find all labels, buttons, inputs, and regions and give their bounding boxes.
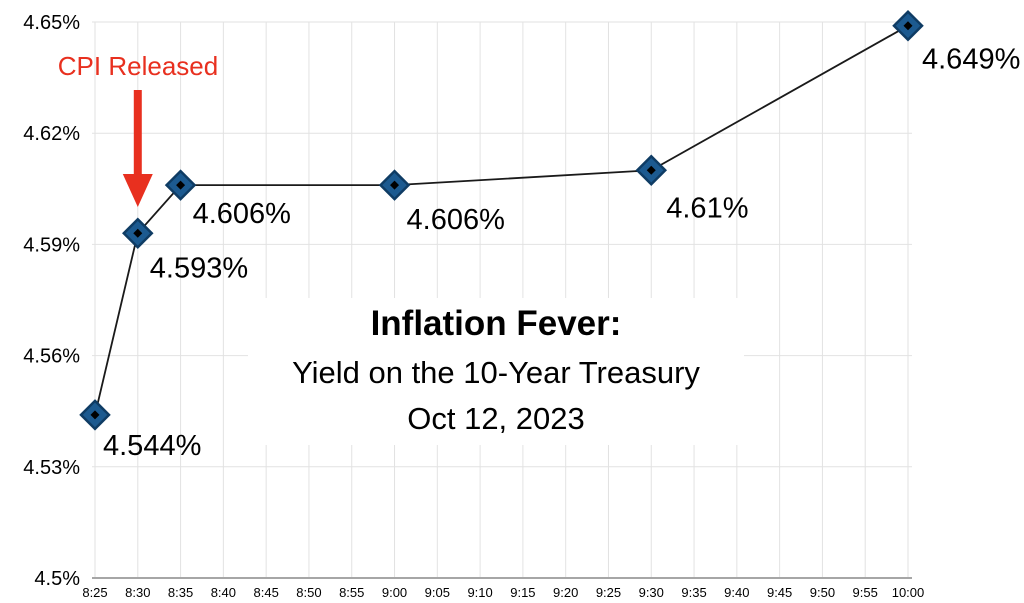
x-tick-label: 8:25 <box>82 585 107 600</box>
point-value-label: 4.649% <box>922 44 1020 76</box>
point-value-label: 4.544% <box>103 430 201 462</box>
x-tick-label: 9:15 <box>510 585 535 600</box>
point-value-label: 4.593% <box>150 252 248 284</box>
chart-date: Oct 12, 2023 <box>407 401 585 436</box>
data-point-marker-center <box>646 165 656 175</box>
cpi-arrow-shaft <box>133 90 142 176</box>
point-value-label: 4.606% <box>193 198 291 230</box>
data-point-marker-center <box>903 21 913 31</box>
chart-title: Inflation Fever: <box>370 304 622 343</box>
data-point-marker-center <box>133 228 143 238</box>
point-value-label: 4.61% <box>666 192 748 224</box>
x-tick-label: 8:45 <box>254 585 279 600</box>
x-tick-label: 10:00 <box>892 585 925 600</box>
data-point-marker-center <box>390 180 400 190</box>
x-tick-label: 9:20 <box>553 585 578 600</box>
x-tick-label: 8:55 <box>339 585 364 600</box>
x-tick-label: 8:40 <box>211 585 236 600</box>
x-tick-label: 9:40 <box>724 585 749 600</box>
y-tick-label: 4.62% <box>23 123 80 145</box>
x-tick-label: 9:10 <box>467 585 492 600</box>
x-tick-label: 9:35 <box>681 585 706 600</box>
x-tick-label: 9:30 <box>639 585 664 600</box>
y-tick-label: 4.5% <box>34 568 80 590</box>
x-tick-label: 9:00 <box>382 585 407 600</box>
point-value-label: 4.606% <box>407 204 505 236</box>
x-tick-label: 9:05 <box>425 585 450 600</box>
y-tick-label: 4.59% <box>23 234 80 256</box>
cpi-released-annotation: CPI Released <box>57 51 219 81</box>
y-tick-label: 4.65% <box>23 12 80 34</box>
y-tick-label: 4.56% <box>23 346 80 368</box>
series-line <box>94 24 909 416</box>
x-tick-label: 9:50 <box>810 585 835 600</box>
chart-subtitle: Yield on the 10-Year Treasury <box>292 355 700 390</box>
data-point-marker-center <box>176 180 186 190</box>
x-tick-label: 8:35 <box>168 585 193 600</box>
x-tick-label: 9:45 <box>767 585 792 600</box>
data-point-marker-center <box>90 410 100 420</box>
y-tick-label: 4.53% <box>23 457 80 479</box>
cpi-arrow-head <box>122 174 153 207</box>
x-tick-label: 9:25 <box>596 585 621 600</box>
x-tick-label: 9:55 <box>853 585 878 600</box>
x-tick-label: 8:50 <box>296 585 321 600</box>
x-tick-label: 8:30 <box>125 585 150 600</box>
chart-title-block: Inflation Fever: Yield on the 10-Year Tr… <box>248 298 744 445</box>
